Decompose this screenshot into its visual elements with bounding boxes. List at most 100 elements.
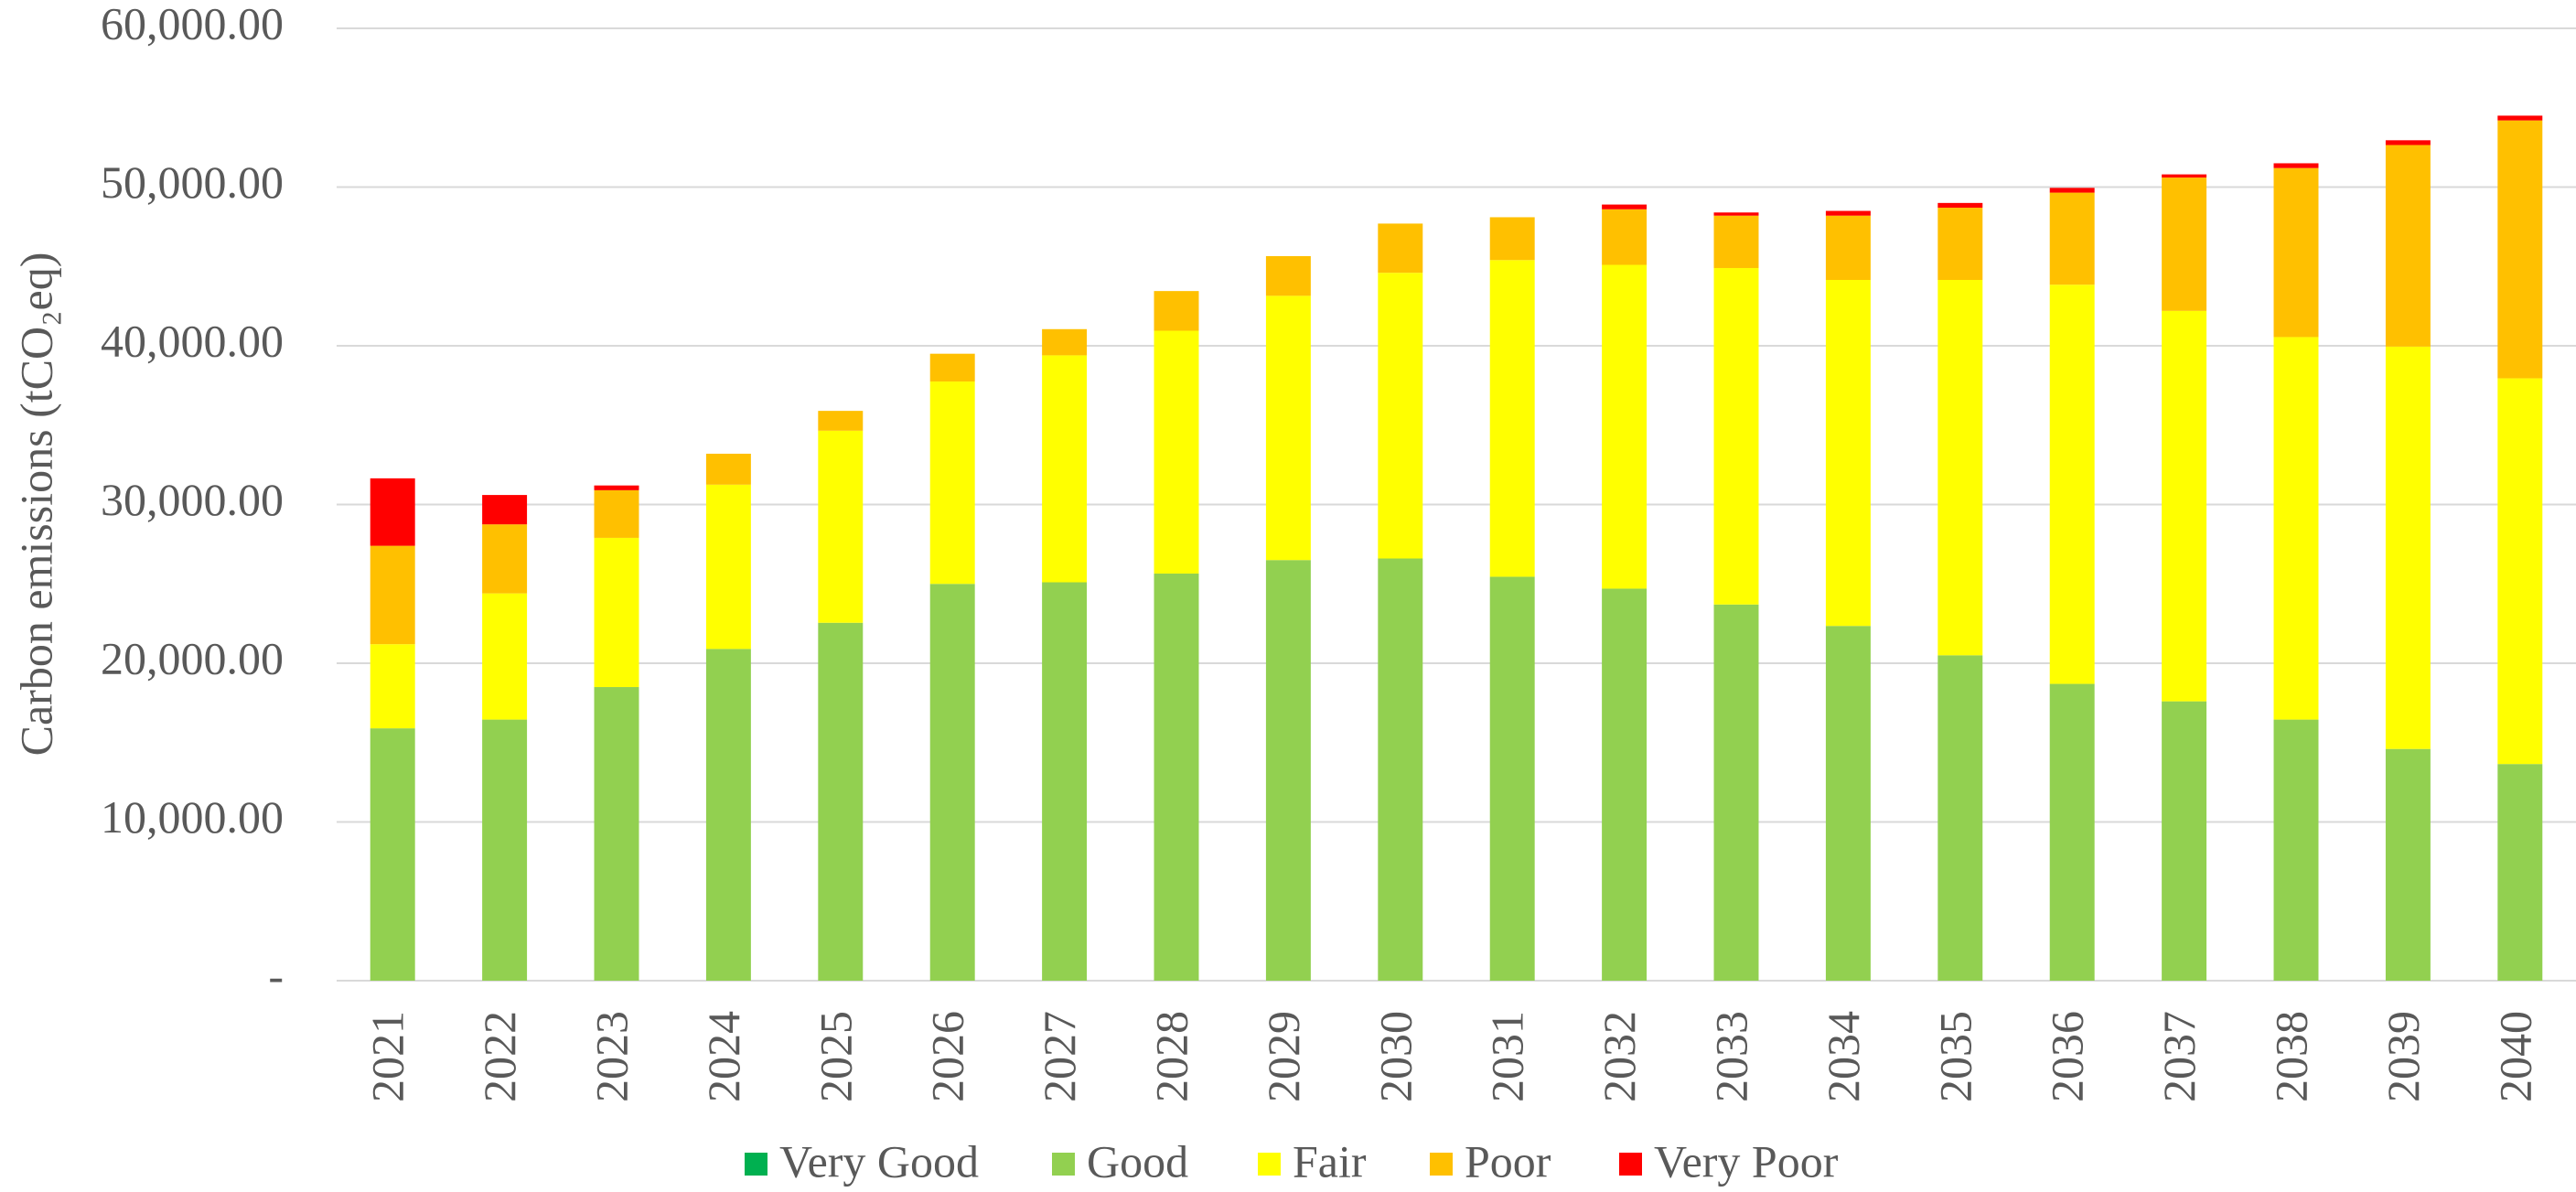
bar-segment — [929, 353, 975, 382]
bar-segment — [2049, 188, 2095, 193]
bar-segment — [818, 430, 864, 623]
x-tick-label: 2022 — [474, 1011, 525, 1102]
bar-segment — [482, 719, 528, 981]
y-tick-label: 50,000.00 — [101, 156, 284, 208]
x-tick-label: 2029 — [1258, 1011, 1309, 1102]
legend-swatch — [745, 1153, 767, 1176]
bar-segment — [2497, 764, 2543, 981]
bar-segment — [2162, 701, 2207, 981]
x-tick-label: 2023 — [585, 1011, 637, 1102]
bar-segment — [2049, 285, 2095, 684]
bar-segment — [2049, 683, 2095, 981]
bar-segment — [1378, 223, 1423, 274]
bar-segment — [1602, 204, 1648, 209]
bar-segment — [1042, 582, 1088, 981]
x-tick-label: 2028 — [1145, 1011, 1197, 1102]
bar-segment — [2385, 145, 2431, 347]
bar-segment — [818, 622, 864, 981]
x-tick-label: 2040 — [2489, 1011, 2540, 1102]
bar-segment — [1378, 273, 1423, 559]
x-tick-label: 2038 — [2265, 1011, 2316, 1102]
y-tick-label: 10,000.00 — [101, 791, 284, 843]
legend-label: Very Good — [779, 1135, 979, 1187]
bar-segment — [1042, 328, 1088, 356]
x-tick-label: 2037 — [2153, 1011, 2205, 1102]
bar-segment — [929, 381, 975, 585]
bar-segment — [2497, 115, 2543, 121]
x-tick-label: 2039 — [2377, 1011, 2429, 1102]
y-tick-label: 40,000.00 — [101, 315, 284, 366]
x-tick-label: 2032 — [1594, 1011, 1645, 1102]
legend-swatch — [1430, 1153, 1453, 1176]
bar-segment — [594, 537, 639, 688]
bar-segment — [1489, 576, 1535, 981]
legend-swatch — [1052, 1153, 1075, 1176]
x-tick-label: 2025 — [810, 1011, 861, 1102]
bar-segment — [482, 524, 528, 594]
bar-segment — [1154, 330, 1199, 574]
bar-segment — [1713, 215, 1759, 268]
bar-segment — [1042, 355, 1088, 583]
bar-segment — [1265, 255, 1311, 296]
legend-label: Fair — [1293, 1135, 1367, 1187]
bar-segment — [2273, 337, 2319, 720]
x-tick-label: 2030 — [1369, 1011, 1421, 1102]
legend-swatch — [1619, 1153, 1642, 1176]
bar-segment — [1825, 279, 1871, 627]
bar-segment — [1825, 626, 1871, 981]
bar-segment — [929, 584, 975, 981]
bar-segment — [1265, 560, 1311, 981]
x-tick-label: 2027 — [1034, 1011, 1085, 1102]
bar-segment — [2385, 140, 2431, 145]
x-tick-label: 2035 — [1929, 1011, 1980, 1102]
bar-segment — [1937, 279, 1983, 656]
bar-segment — [482, 593, 528, 720]
bar-segment — [370, 728, 415, 981]
y-axis-label: Carbon emissions (tCO₂eq) — [10, 252, 61, 757]
bar-segment — [1489, 260, 1535, 577]
bar-segment — [1825, 215, 1871, 280]
bar-segment — [2162, 177, 2207, 311]
y-tick-label: 30,000.00 — [101, 474, 284, 525]
bar-segment — [2273, 719, 2319, 981]
bar-segment — [2049, 192, 2095, 285]
bar-segment — [2497, 120, 2543, 379]
bar-segment — [482, 495, 528, 525]
bar-segment — [1713, 267, 1759, 605]
x-tick-label: 2031 — [1482, 1011, 1533, 1102]
bar-segment — [594, 489, 639, 538]
legend-label: Poor — [1465, 1135, 1551, 1187]
x-tick-label: 2033 — [1705, 1011, 1756, 1102]
bar-segment — [1154, 291, 1199, 331]
bar-segment — [370, 644, 415, 729]
legend-label: Good — [1087, 1135, 1188, 1187]
bar-segment — [2162, 174, 2207, 178]
bar-segment — [705, 484, 751, 650]
bar-segment — [705, 453, 751, 485]
bar-segment — [1265, 295, 1311, 561]
x-tick-label: 2026 — [922, 1011, 973, 1102]
bar-segment — [594, 687, 639, 981]
bar-segment — [370, 478, 415, 546]
bar-segment — [2273, 163, 2319, 168]
bar-segment — [594, 485, 639, 490]
bar-segment — [1937, 655, 1983, 981]
bar-segment — [705, 649, 751, 981]
x-tick-label: 2024 — [698, 1011, 749, 1102]
bar-segment — [1154, 573, 1199, 981]
bar-segment — [1602, 588, 1648, 981]
bar-segment — [1825, 210, 1871, 216]
bar-segment — [1602, 264, 1648, 589]
bar-segment — [1602, 209, 1648, 265]
legend-swatch — [1258, 1153, 1281, 1176]
bar-segment — [2497, 378, 2543, 765]
bar-segment — [370, 545, 415, 645]
legend-label: Very Poor — [1654, 1135, 1839, 1187]
bar-segment — [1937, 202, 1983, 209]
y-tick-label: 20,000.00 — [101, 632, 284, 683]
x-tick-label: 2021 — [362, 1011, 413, 1102]
y-tick-label: - — [268, 950, 284, 1001]
x-tick-label: 2034 — [1818, 1011, 1869, 1102]
y-tick-label: 60,000.00 — [101, 0, 284, 48]
